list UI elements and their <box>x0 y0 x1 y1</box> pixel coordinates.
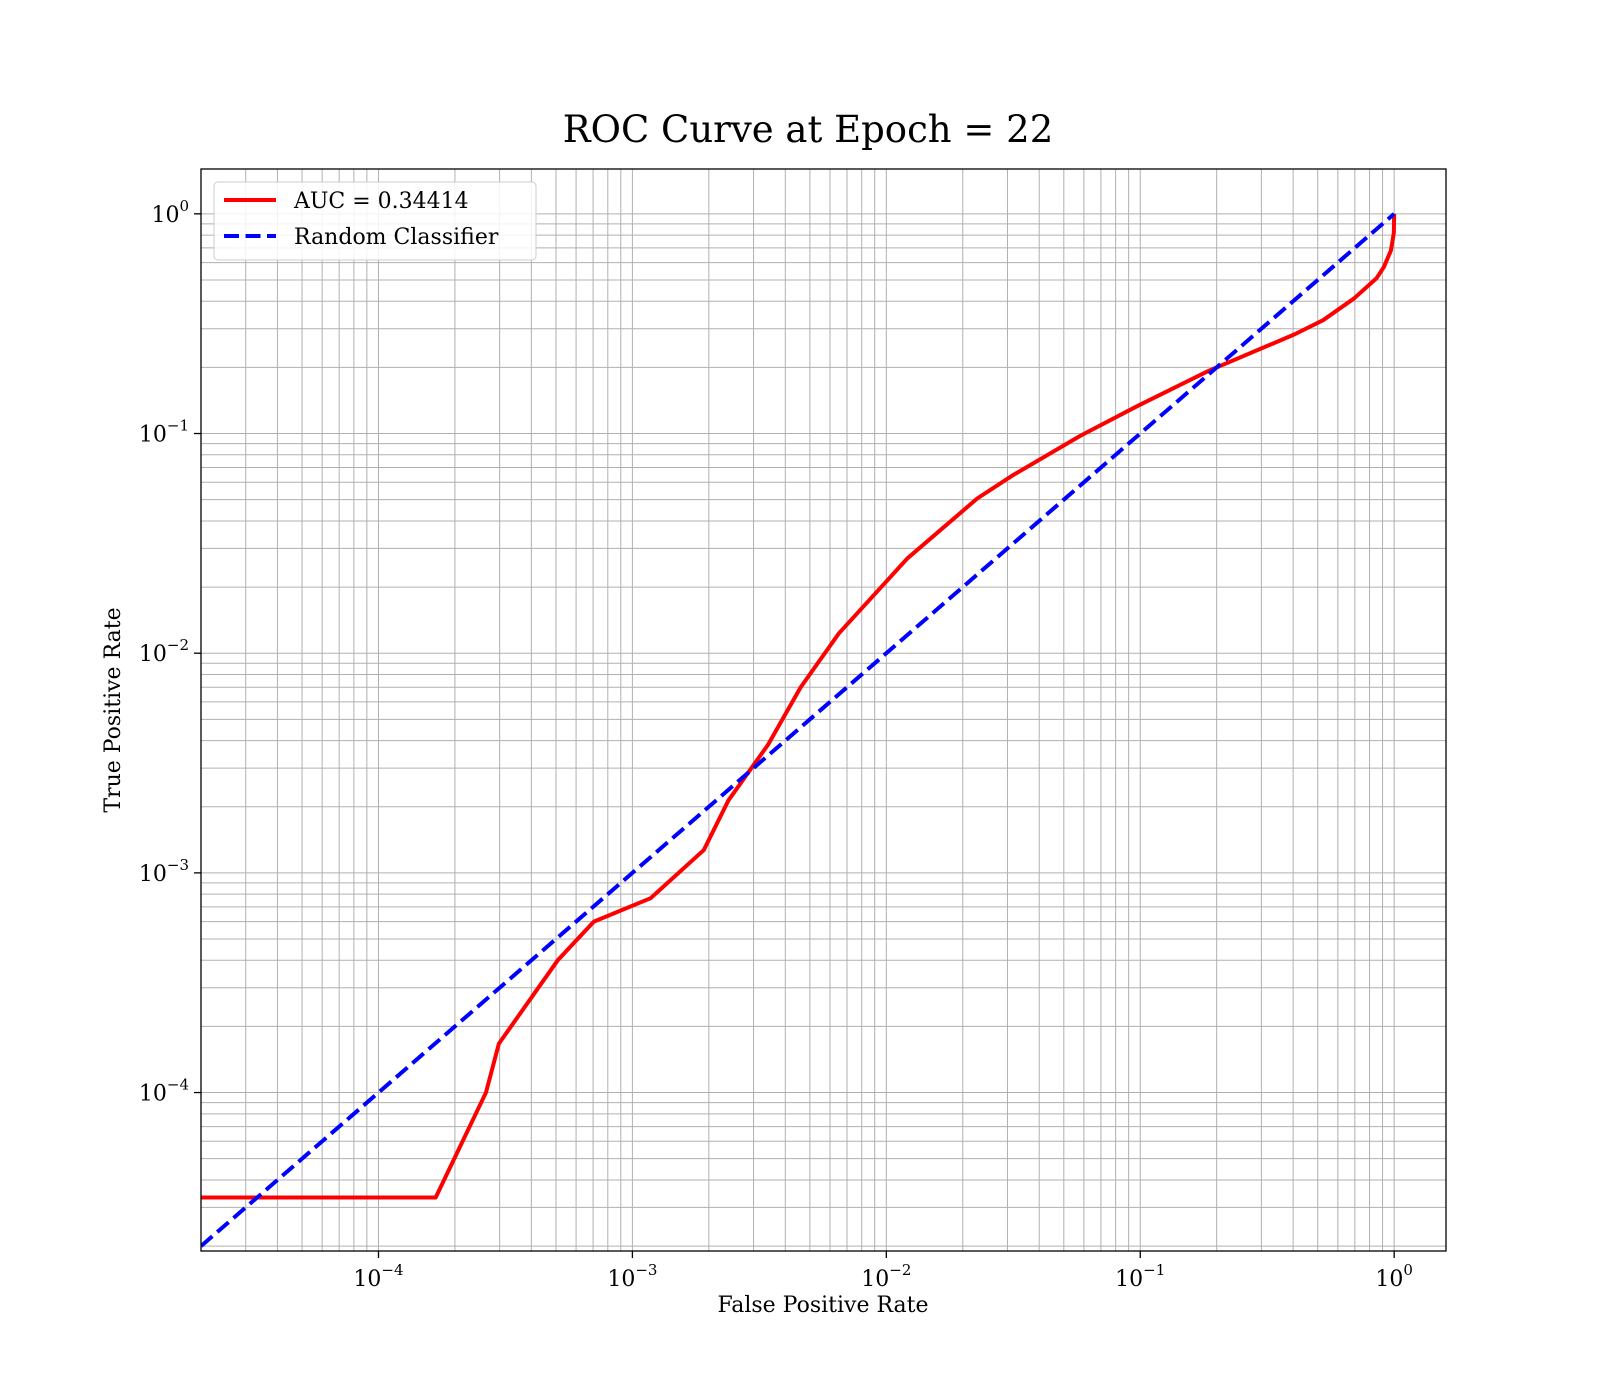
grid <box>200 169 1446 1251</box>
y-tick-label: 10−4 <box>139 1076 189 1107</box>
chart-title: ROC Curve at Epoch = 22 <box>563 108 1053 151</box>
x-tick-label: 10−2 <box>861 1261 911 1292</box>
legend-box <box>213 181 537 261</box>
x-tick-label: 100 <box>1375 1261 1413 1292</box>
y-tick-label: 100 <box>151 197 189 228</box>
x-axis-label: False Positive Rate <box>717 1293 928 1318</box>
plot-frame <box>200 168 1447 1252</box>
y-axis-label: True Positive Rate <box>101 607 126 812</box>
random-classifier-line <box>201 212 1396 1248</box>
y-axis: 10−4 10−3 10−2 10−1 100 <box>139 197 201 1107</box>
x-axis: 10−4 10−3 10−2 10−1 100 <box>353 1251 1413 1292</box>
roc-curve-line <box>201 213 1397 1200</box>
x-tick-label: 10−1 <box>1115 1261 1165 1292</box>
legend-label: AUC = 0.34414 <box>293 189 469 214</box>
plot-area <box>201 212 1397 1248</box>
y-tick-label: 10−3 <box>139 856 189 887</box>
y-tick-label: 10−1 <box>139 417 189 448</box>
y-tick-label: 10−2 <box>139 636 189 667</box>
legend: AUC = 0.34414 Random Classifier <box>213 181 537 261</box>
x-tick-label: 10−3 <box>607 1261 657 1292</box>
legend-label: Random Classifier <box>294 225 499 250</box>
x-tick-label: 10−4 <box>353 1261 403 1292</box>
